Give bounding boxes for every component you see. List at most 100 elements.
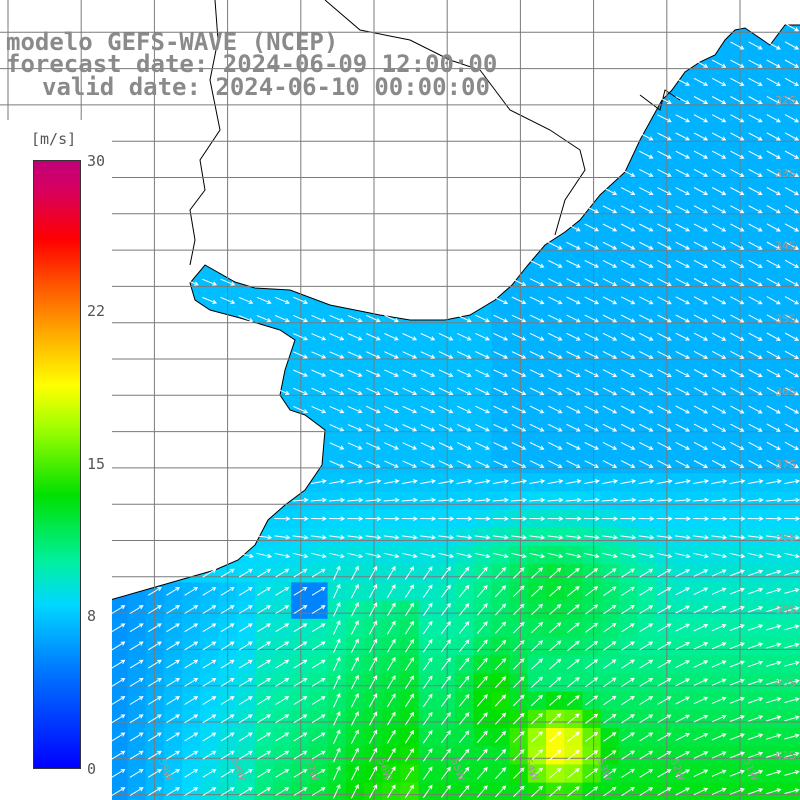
wind-arrow [456, 534, 473, 540]
wind-arrow [530, 785, 544, 798]
wind-arrow [404, 711, 415, 726]
wind-arrow [368, 765, 378, 781]
wind-cell [491, 618, 511, 638]
wind-arrow [275, 568, 290, 578]
wind-cell [491, 673, 511, 693]
wind-arrow [585, 677, 599, 688]
wind-cell [182, 728, 201, 747]
wind-arrow [311, 732, 326, 742]
wind-arrow [766, 150, 781, 159]
wind-arrow [748, 187, 763, 196]
wind-arrow [494, 585, 507, 598]
wind-arrow [584, 369, 600, 377]
wind-arrow [494, 657, 507, 671]
wind-arrow [784, 516, 800, 522]
wind-cell [691, 691, 711, 711]
wind-arrow [202, 696, 217, 705]
wind-arrow [275, 787, 290, 796]
wind-arrow [657, 114, 672, 123]
wind-arrow [547, 552, 564, 559]
wind-cell [418, 618, 438, 638]
wind-arrow [784, 277, 800, 287]
wind-arrow [220, 677, 235, 687]
wind-arrow [693, 516, 710, 522]
wind-arrow [440, 639, 451, 653]
wind-cell [709, 600, 729, 620]
wind-arrow [567, 695, 580, 706]
wind-cell [527, 618, 547, 638]
wind-arrow [620, 314, 636, 323]
wind-arrow [111, 623, 126, 633]
wind-arrow [384, 460, 399, 468]
wind-arrow [784, 660, 800, 667]
wind-cell [673, 691, 693, 711]
wind-cell [418, 637, 438, 656]
wind-cell [582, 600, 602, 620]
wind-arrow [275, 732, 290, 742]
wind-arrow [111, 732, 126, 742]
wind-arrow [585, 713, 599, 724]
wind-arrow [693, 642, 709, 650]
wind-arrow [693, 77, 709, 86]
wind-arrow [602, 497, 619, 503]
wind-cell [327, 691, 347, 711]
wind-arrow [602, 387, 618, 396]
wind-cell [546, 637, 565, 656]
wind-arrow [404, 657, 415, 671]
wind-arrow [456, 387, 472, 396]
wind-cell [254, 618, 274, 638]
wind-arrow [549, 567, 562, 579]
wind-arrow [639, 677, 654, 687]
wind-arrow [386, 675, 396, 690]
wind-cell [345, 691, 365, 711]
wind-arrow [639, 223, 654, 232]
wind-arrow [711, 296, 727, 305]
wind-cell [236, 728, 256, 747]
wind-cell [546, 691, 565, 711]
wind-arrow [747, 697, 764, 704]
wind-arrow [347, 405, 363, 414]
wind-arrow [475, 405, 490, 414]
latitude-labels: 32S 33S 34S 35S 36S 37S 38S 39S 40S 41S [775, 94, 796, 762]
wind-arrow [711, 479, 728, 485]
wind-arrow [129, 677, 144, 687]
wind-arrow [730, 205, 745, 214]
wind-arrow [784, 59, 800, 68]
wind-arrow [584, 205, 600, 214]
wind-arrow [639, 278, 654, 286]
wind-arrow [129, 623, 144, 633]
wind-arrow [529, 369, 545, 377]
wind-arrow [657, 387, 672, 396]
wind-cell [163, 655, 183, 674]
wind-arrow [729, 497, 746, 503]
wind-arrow [747, 678, 764, 686]
wind-arrow [675, 696, 691, 705]
wind-arrow [711, 769, 727, 777]
wind-arrow [333, 656, 341, 672]
wind-arrow [238, 787, 253, 796]
wind-cell [273, 564, 292, 583]
wind-cell [728, 564, 747, 583]
wind-arrow [784, 205, 800, 214]
wind-arrow [602, 205, 618, 214]
wind-arrow [675, 132, 691, 141]
wind-arrow [347, 460, 363, 468]
wind-cell [655, 728, 674, 747]
wind-arrow [492, 534, 509, 540]
wind-arrow [494, 748, 507, 762]
wind-cell [673, 655, 693, 674]
wind-arrow [711, 423, 727, 432]
wind-arrow [365, 460, 381, 468]
wind-arrow [220, 787, 235, 796]
wind-arrow [711, 77, 727, 86]
wind-arrow [293, 351, 309, 359]
wind-arrow [310, 497, 327, 503]
wind-arrow [766, 788, 782, 795]
wind-arrow [440, 748, 451, 762]
wind-arrow [494, 730, 507, 743]
wind-cell [200, 764, 219, 784]
wind-cell [728, 673, 747, 693]
wind-arrow [748, 241, 763, 250]
wind-arrow [693, 460, 709, 468]
wind-arrow [257, 623, 272, 633]
